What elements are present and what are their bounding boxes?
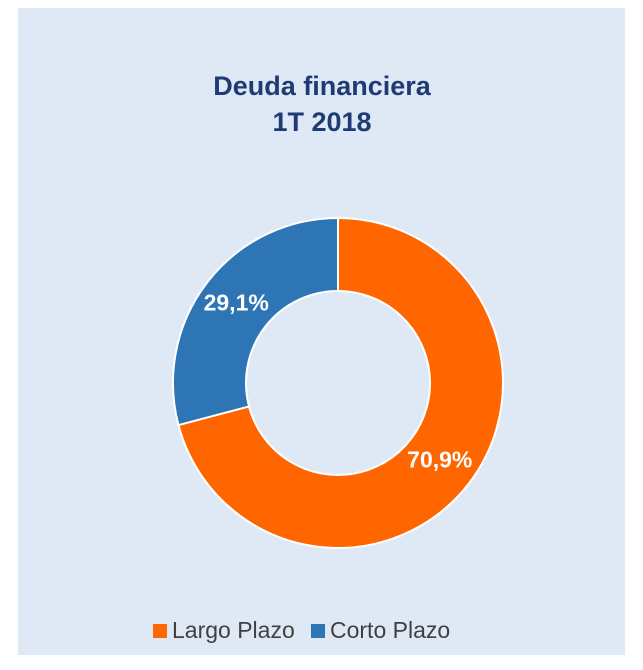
donut-slice [177, 216, 504, 549]
donut-slice [172, 216, 339, 427]
chart-background [18, 8, 625, 655]
legend-label: Largo Plazo [172, 617, 295, 643]
chart-subtitle: 1T 2018 [272, 107, 371, 137]
legend-swatch [311, 624, 325, 638]
chart-title: Deuda financiera [213, 71, 432, 101]
legend-swatch [153, 624, 167, 638]
legend-label: Corto Plazo [330, 617, 450, 643]
data-label: 70,9% [407, 447, 472, 473]
data-label: 29,1% [204, 290, 269, 316]
